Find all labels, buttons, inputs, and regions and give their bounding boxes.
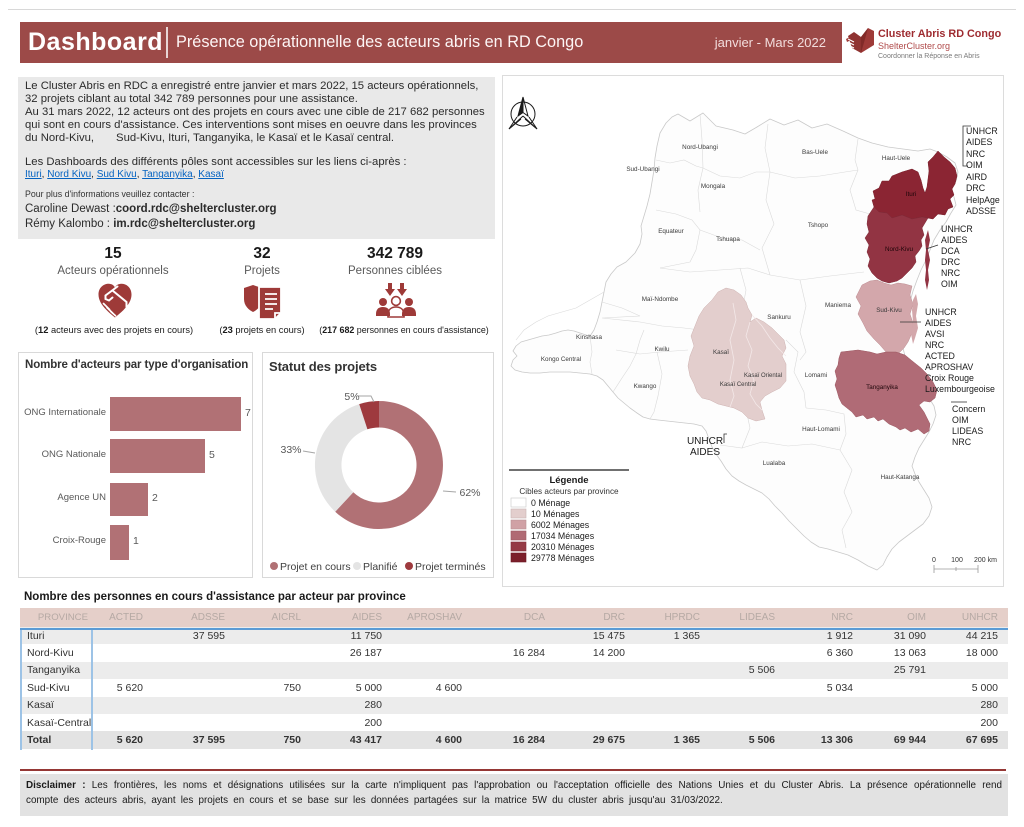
svg-text:OIM: OIM bbox=[941, 279, 958, 289]
svg-text:AIDES: AIDES bbox=[925, 318, 952, 328]
svg-text:OIM: OIM bbox=[952, 415, 969, 425]
svg-text:UNHCR: UNHCR bbox=[941, 224, 973, 234]
svg-text:Haut-Katanga: Haut-Katanga bbox=[881, 474, 920, 481]
svg-text:Equateur: Equateur bbox=[658, 228, 684, 235]
svg-text:DRC: DRC bbox=[941, 257, 961, 267]
svg-text:Maï-Ndombe: Maï-Ndombe bbox=[642, 296, 679, 303]
svg-text:Kwilu: Kwilu bbox=[654, 346, 670, 353]
svg-text:Nord-Kivu: Nord-Kivu bbox=[885, 246, 913, 253]
svg-text:Tshopo: Tshopo bbox=[808, 222, 829, 229]
svg-text:Bas-Uele: Bas-Uele bbox=[802, 149, 828, 156]
svg-text:AIRD: AIRD bbox=[966, 172, 987, 182]
svg-text:OIM: OIM bbox=[966, 160, 983, 170]
svg-text:Légende: Légende bbox=[549, 475, 588, 486]
svg-text:Maniema: Maniema bbox=[825, 302, 851, 309]
svg-text:HelpAge: HelpAge bbox=[966, 195, 1000, 205]
svg-text:5%: 5% bbox=[344, 391, 359, 403]
svg-text:33%: 33% bbox=[280, 444, 301, 456]
svg-text:Tanganyika: Tanganyika bbox=[866, 384, 898, 391]
svg-text:UNHCR: UNHCR bbox=[966, 126, 998, 136]
svg-text:LIDEAS: LIDEAS bbox=[952, 426, 983, 436]
svg-text:10 Ménages: 10 Ménages bbox=[531, 509, 580, 519]
svg-text:AVSI: AVSI bbox=[925, 329, 944, 339]
svg-text:Planifié: Planifié bbox=[363, 561, 398, 573]
svg-text:Kasaï: Kasaï bbox=[713, 349, 729, 356]
svg-text:Projet terminés: Projet terminés bbox=[415, 561, 486, 573]
svg-text:100: 100 bbox=[951, 557, 963, 564]
svg-text:29778 Ménages: 29778 Ménages bbox=[531, 553, 595, 563]
svg-text:Nord-Ubangi: Nord-Ubangi bbox=[682, 144, 718, 151]
svg-text:NRC: NRC bbox=[966, 149, 986, 159]
svg-text:Luxembourgeoise: Luxembourgeoise bbox=[925, 384, 995, 394]
svg-text:AIDES: AIDES bbox=[690, 447, 720, 458]
svg-text:Haut-Uele: Haut-Uele bbox=[882, 155, 911, 162]
svg-text:Haut-Lomami: Haut-Lomami bbox=[802, 426, 840, 433]
svg-text:UNHCR: UNHCR bbox=[687, 436, 723, 447]
svg-text:Kinshasa: Kinshasa bbox=[576, 334, 602, 341]
svg-text:Ituri: Ituri bbox=[906, 191, 917, 198]
svg-text:NRC: NRC bbox=[925, 340, 945, 350]
svg-text:0: 0 bbox=[932, 557, 936, 564]
svg-text:Lualaba: Lualaba bbox=[763, 460, 786, 467]
svg-text:Concern: Concern bbox=[952, 404, 985, 414]
svg-text:Kasaï Central: Kasaï Central bbox=[720, 382, 756, 388]
svg-text:ACTED: ACTED bbox=[925, 351, 955, 361]
svg-text:20310 Ménages: 20310 Ménages bbox=[531, 542, 595, 552]
svg-text:Sud-Kivu: Sud-Kivu bbox=[876, 307, 902, 314]
svg-text:NRC: NRC bbox=[952, 437, 972, 447]
svg-text:Sud-Ubangi: Sud-Ubangi bbox=[626, 166, 659, 173]
svg-text:ADSSE: ADSSE bbox=[966, 206, 996, 216]
svg-text:AIDES: AIDES bbox=[966, 137, 993, 147]
svg-text:NRC: NRC bbox=[941, 268, 961, 278]
svg-text:Kasaï Oriental: Kasaï Oriental bbox=[744, 373, 782, 379]
svg-text:Mongala: Mongala bbox=[701, 183, 726, 190]
svg-text:Lomami: Lomami bbox=[805, 372, 827, 379]
svg-text:Cibles acteurs par province: Cibles acteurs par province bbox=[519, 487, 619, 496]
svg-text:Croix Rouge: Croix Rouge bbox=[925, 373, 974, 383]
svg-text:Tshuapa: Tshuapa bbox=[716, 236, 740, 243]
svg-text:UNHCR: UNHCR bbox=[925, 307, 957, 317]
svg-text:17034 Ménages: 17034 Ménages bbox=[531, 531, 595, 541]
svg-text:Sankuru: Sankuru bbox=[767, 314, 791, 321]
svg-text:AIDES: AIDES bbox=[941, 235, 968, 245]
svg-text:APROSHAV: APROSHAV bbox=[925, 362, 973, 372]
svg-text:200 km: 200 km bbox=[974, 557, 997, 564]
svg-text:DRC: DRC bbox=[966, 183, 986, 193]
svg-text:6002 Ménages: 6002 Ménages bbox=[531, 520, 590, 530]
svg-text:62%: 62% bbox=[459, 487, 480, 499]
svg-text:DCA: DCA bbox=[941, 246, 960, 256]
svg-text:0 Ménage: 0 Ménage bbox=[531, 498, 570, 508]
svg-text:Kongo Central: Kongo Central bbox=[541, 356, 581, 363]
svg-text:Projet en cours: Projet en cours bbox=[280, 561, 351, 573]
svg-text:Kwango: Kwango bbox=[634, 383, 657, 390]
